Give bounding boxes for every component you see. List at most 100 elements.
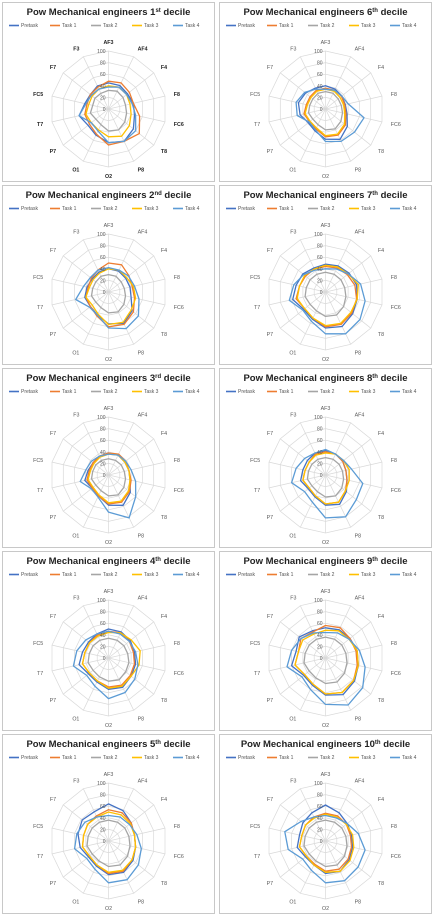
tick-label: 20 xyxy=(100,95,106,101)
tick-label: 80 xyxy=(100,61,106,67)
axis-label: P7 xyxy=(50,332,57,338)
axis-label: F7 xyxy=(267,65,273,71)
grid-spoke xyxy=(108,474,155,512)
radar-chart-panel: Pow Mechanical engineers 5th decile Preta… xyxy=(2,734,215,914)
radar-chart: Pow Mechanical engineers 2nd decile Preta… xyxy=(9,190,200,363)
tick-label: 80 xyxy=(100,427,106,433)
axis-label: P7 xyxy=(50,881,57,887)
axis-label: AF4 xyxy=(138,779,148,785)
legend-label: Task 4 xyxy=(185,206,200,212)
tick-label: 80 xyxy=(317,793,323,799)
tick-label: 80 xyxy=(317,244,323,250)
grid-spoke xyxy=(108,108,135,162)
legend-label: Task 1 xyxy=(62,755,77,761)
legend-label: Task 2 xyxy=(320,755,335,761)
legend-label: Task 1 xyxy=(279,572,294,578)
grid-spoke xyxy=(299,239,326,293)
grid-spoke xyxy=(62,291,109,329)
axis-label: FC6 xyxy=(174,854,184,860)
legend-entry: Pretask xyxy=(9,755,38,761)
legend-entry: Pretask xyxy=(9,23,38,29)
legend-label: Pretask xyxy=(21,23,38,29)
axis-label: AF4 xyxy=(355,413,365,419)
grid-spoke xyxy=(325,438,372,476)
axis-label: O1 xyxy=(289,533,296,539)
grid-spoke xyxy=(82,788,109,842)
grid-spoke xyxy=(299,108,326,162)
legend-entry: Task 4 xyxy=(390,755,417,761)
grid-spoke xyxy=(108,422,135,476)
radar-chart-panel: Pow Mechanical engineers 7th decile Preta… xyxy=(219,185,432,365)
legend-entry: Task 3 xyxy=(132,572,159,578)
legend-entry: Task 3 xyxy=(349,755,376,761)
grid-spoke xyxy=(325,461,383,476)
chart-title: Pow Mechanical engineers 10th decile xyxy=(241,739,410,750)
axis-label: F7 xyxy=(267,614,273,620)
legend-label: Task 2 xyxy=(103,572,118,578)
axis-label: FC6 xyxy=(174,671,184,677)
legend-label: Task 2 xyxy=(103,206,118,212)
axis-label: FC6 xyxy=(391,488,401,494)
grid-spoke xyxy=(51,657,109,672)
legend-entry: Task 1 xyxy=(267,572,294,578)
series-line xyxy=(302,452,350,505)
axis-label: O2 xyxy=(322,174,329,180)
axis-label: F4 xyxy=(378,431,384,437)
grid-spoke xyxy=(268,95,326,110)
grid-spoke xyxy=(325,804,372,842)
axis-label: F3 xyxy=(73,596,79,602)
axis-label: T7 xyxy=(37,305,43,311)
legend-label: Pretask xyxy=(21,572,38,578)
axis-label: T8 xyxy=(378,881,384,887)
grid-spoke xyxy=(325,644,383,659)
grid-spoke xyxy=(299,56,326,110)
axis-label: F4 xyxy=(161,431,167,437)
tick-label: 0 xyxy=(103,839,106,845)
legend-entry: Task 2 xyxy=(91,389,118,395)
legend-entry: Task 3 xyxy=(132,755,159,761)
grid-spoke xyxy=(108,255,155,293)
grid-spoke xyxy=(325,474,383,489)
series-line xyxy=(87,637,130,682)
series-line xyxy=(85,85,132,138)
axis-label: O2 xyxy=(322,357,329,363)
grid-spoke xyxy=(108,657,166,672)
legend-entry: Task 3 xyxy=(349,389,376,395)
axis-label: FC6 xyxy=(174,488,184,494)
axis-label: O1 xyxy=(72,167,79,173)
axis-label: AF4 xyxy=(138,596,148,602)
tick-label: 100 xyxy=(97,415,106,421)
axis-label: P7 xyxy=(50,515,57,521)
legend-entry: Task 4 xyxy=(173,755,200,761)
grid-spoke xyxy=(108,840,155,878)
grid-spoke xyxy=(108,461,166,476)
axis-label: T8 xyxy=(378,698,384,704)
grid-spoke xyxy=(108,108,155,146)
axis-label: O2 xyxy=(322,723,329,729)
axis-label: FC5 xyxy=(250,458,260,464)
radar-grid xyxy=(51,782,166,900)
grid-spoke xyxy=(62,840,109,878)
grid-spoke xyxy=(108,474,166,489)
radar-chart-panel: Pow Mechanical engineers 10th decile Pret… xyxy=(219,734,432,914)
axis-label: T7 xyxy=(37,122,43,128)
tick-label: 60 xyxy=(317,438,323,444)
chart-title: Pow Mechanical engineers 6th decile xyxy=(243,7,407,18)
grid-spoke xyxy=(108,95,166,110)
axis-label: P8 xyxy=(355,716,362,722)
axis-label: P8 xyxy=(138,167,145,173)
grid-spoke xyxy=(82,605,109,659)
axis-label: F7 xyxy=(50,614,56,620)
axis-label: T7 xyxy=(254,854,260,860)
legend-label: Task 3 xyxy=(361,206,376,212)
axis-label: T8 xyxy=(161,149,167,155)
axis-label: FC6 xyxy=(174,122,184,128)
axis-label: AF3 xyxy=(321,223,331,229)
radar-chart: Pow Mechanical engineers 1st decile Preta… xyxy=(9,7,200,180)
axis-label: F4 xyxy=(378,614,384,620)
grid-spoke xyxy=(51,95,109,110)
grid-spoke xyxy=(325,291,352,345)
grid-spoke xyxy=(51,108,109,123)
series-line xyxy=(298,813,355,873)
legend-label: Task 4 xyxy=(185,572,200,578)
